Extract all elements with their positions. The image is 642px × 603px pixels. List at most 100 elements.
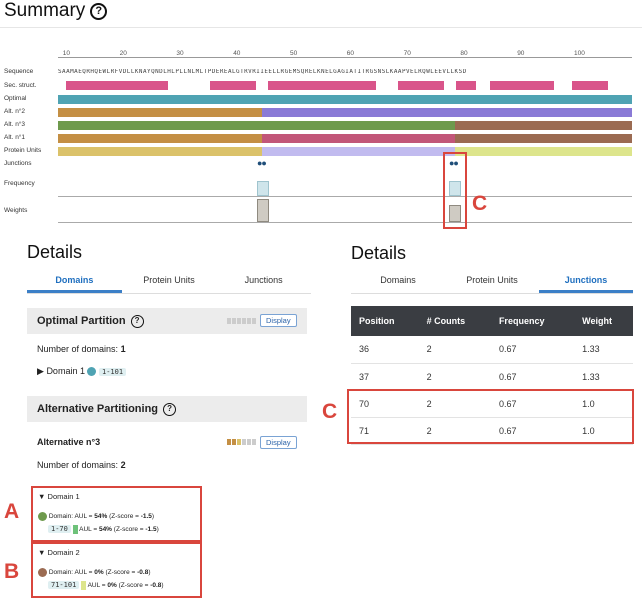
alt-domain-1-info: Domain: AUL = 54% (Z-score = -1.5) (38, 512, 154, 521)
row-label-sequence: Sequence (4, 68, 34, 75)
details-title-right: Details (351, 243, 407, 263)
annotation-letter-a: A (4, 500, 20, 523)
weight-bar[interactable] (257, 199, 269, 222)
weight-bar[interactable] (449, 205, 461, 222)
col-header-position[interactable]: Position (351, 306, 419, 336)
cell-counts: 2 (418, 417, 491, 445)
aul-label: AUL = (87, 582, 106, 590)
table-row[interactable]: 37 2 0.67 1.33 (351, 363, 633, 391)
zscore-value: -1.5 (140, 513, 152, 521)
domain-color-dot (38, 512, 47, 521)
helix-block[interactable] (490, 81, 554, 90)
cell-frequency: 0.67 (490, 363, 575, 391)
tab-domains[interactable]: Domains (380, 275, 416, 285)
expand-triangle-icon[interactable]: ▶ (37, 366, 44, 376)
ruler-tick-label: 90 (517, 50, 525, 57)
junction-marker[interactable]: ●● (257, 158, 267, 168)
table-header-row: Position # Counts Frequency Weight (351, 306, 633, 336)
cell-position: 36 (351, 336, 419, 364)
domain-block[interactable] (455, 134, 632, 143)
tab-bar-right: Domains Protein Units Junctions (351, 268, 633, 294)
summary-title-text: Summary (4, 0, 86, 21)
display-button-optimal[interactable]: Display (260, 314, 297, 327)
row-label-alt3: Alt. n°3 (4, 121, 26, 128)
row-label-alt1: Alt. n°1 (4, 134, 26, 141)
unit-block[interactable] (262, 147, 455, 156)
tab-domains[interactable]: Domains (27, 268, 122, 293)
tab-protein-units[interactable]: Protein Units (143, 275, 195, 285)
table-row[interactable]: 70 2 0.67 1.0 (351, 390, 633, 418)
col-header-counts[interactable]: # Counts (418, 306, 491, 336)
cell-position: 71 (351, 417, 419, 445)
ruler-axis (58, 57, 632, 58)
helix-block[interactable] (210, 81, 256, 90)
unit-block[interactable] (58, 147, 262, 156)
col-header-frequency[interactable]: Frequency (490, 306, 575, 336)
zscore-suffix: ) (151, 513, 155, 521)
domain-count-optimal: Number of domains: 1 (37, 344, 126, 354)
domain-block[interactable] (455, 121, 632, 130)
cell-counts: 2 (418, 363, 491, 391)
zscore-value: -0.8 (150, 582, 162, 590)
row-label-junctions: Junctions (4, 160, 32, 167)
helix-block[interactable] (572, 81, 608, 90)
domain-block[interactable] (262, 108, 632, 117)
table-row[interactable]: 36 2 0.67 1.33 (351, 336, 633, 364)
tab-junctions[interactable]: Junctions (539, 268, 633, 293)
domain-color-dot (38, 568, 47, 577)
help-icon[interactable]: ? (130, 314, 144, 328)
row-label-protein-units: Protein Units (4, 147, 42, 154)
optimal-domain-row[interactable]: ▶ Domain 1 1-101 (37, 366, 127, 377)
domain-block[interactable] (58, 108, 262, 117)
aul-value: 0% (94, 569, 104, 577)
aul-label: Domain: AUL = (48, 569, 93, 577)
help-icon[interactable]: ? (163, 402, 177, 416)
summary-title: Summary ? (4, 0, 108, 22)
helix-block[interactable] (66, 81, 168, 90)
frequency-bar[interactable] (449, 181, 461, 196)
junction-marker[interactable]: ●● (449, 158, 459, 168)
tab-bar-left: Domains Protein Units Junctions (27, 268, 311, 294)
alt-domain-2-info: Domain: AUL = 0% (Z-score = -0.8) (38, 568, 150, 577)
annotation-box-c-table (347, 389, 634, 444)
cell-position: 70 (351, 390, 419, 418)
aul-label: Domain: AUL = (48, 513, 93, 521)
track-sec-struct (58, 81, 632, 90)
collapse-triangle-icon[interactable]: ▼ (38, 548, 46, 557)
domain-count-value: 1 (120, 344, 126, 354)
domain-block[interactable] (262, 134, 455, 143)
ruler-tick-label: 50 (290, 50, 298, 57)
domain-block[interactable] (58, 134, 262, 143)
alt-domain-2-toggle[interactable]: ▼ Domain 2 (38, 548, 80, 557)
domain-block[interactable] (58, 121, 455, 130)
display-button-alternative[interactable]: Display (260, 436, 297, 449)
alternative-partitioning-header: Alternative Partitioning ? (27, 396, 307, 422)
col-header-weight[interactable]: Weight (574, 306, 633, 336)
alt-domain-2-range-row: 71-101 AUL = 0% (Z-score = -0.8) (48, 581, 164, 590)
track-optimal (58, 95, 632, 104)
zscore-value: -1.5 (145, 526, 157, 534)
annotation-box-a (31, 486, 202, 542)
range-color-chip (81, 581, 87, 590)
helix-block[interactable] (268, 81, 376, 90)
alt-domain-1-toggle[interactable]: ▼ Domain 1 (38, 492, 80, 501)
zscore-label: (Z-score = (113, 526, 144, 534)
annotation-letter-c: C (472, 192, 488, 215)
domain-block[interactable] (58, 95, 632, 104)
ruler-tick-label: 80 (460, 50, 468, 57)
tab-junctions[interactable]: Junctions (244, 275, 283, 285)
weights-baseline (58, 222, 632, 223)
helix-block[interactable] (456, 81, 476, 90)
help-icon[interactable]: ? (90, 2, 108, 20)
range-color-chip (72, 525, 78, 534)
alternative-partitioning-title: Alternative Partitioning (37, 403, 159, 415)
zscore-suffix: ) (156, 526, 159, 534)
tab-protein-units[interactable]: Protein Units (466, 275, 518, 285)
aul-value: 0% (107, 582, 117, 590)
collapse-triangle-icon[interactable]: ▼ (38, 492, 46, 501)
zscore-suffix: ) (161, 582, 164, 590)
helix-block[interactable] (398, 81, 444, 90)
unit-block[interactable] (455, 147, 632, 156)
track-alt1 (58, 134, 632, 143)
frequency-bar[interactable] (257, 181, 269, 196)
